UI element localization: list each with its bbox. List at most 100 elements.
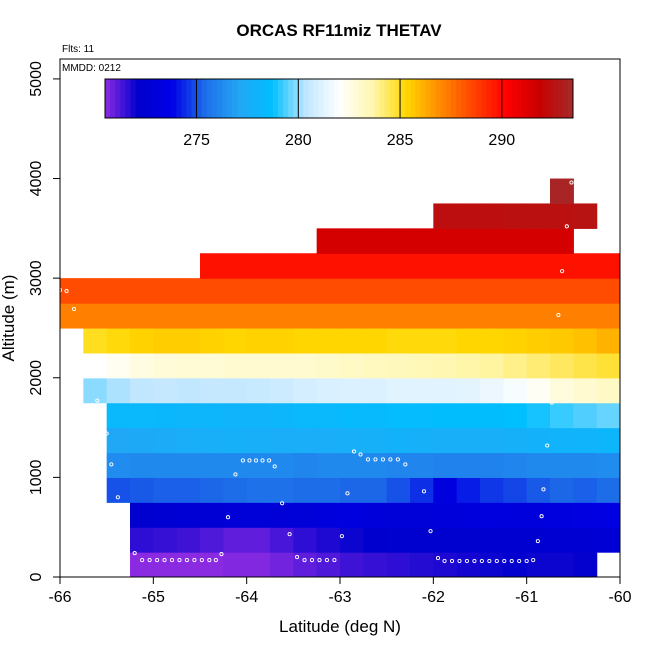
heatmap-cell [410,253,434,279]
x-tick-label: -63 [328,589,351,606]
track-point [84,366,89,371]
heatmap-cell [316,327,341,354]
track-point [545,443,550,448]
heatmap-cell [410,502,434,528]
heatmap-cell [270,477,294,503]
heatmap-cell [433,303,458,329]
heatmap-cell [596,427,620,454]
colorbar-cell [283,79,289,118]
colorbar-cell [105,79,111,118]
heatmap-cell [433,452,458,478]
heatmap-cell [270,452,294,478]
colorbar-cell [394,79,401,118]
heatmap-cell [340,253,364,279]
heatmap-cell [83,327,108,354]
heatmap-cell [293,452,318,478]
heatmap-cell [526,377,551,404]
heatmap-cell [410,228,434,254]
colorbar-cell [537,79,543,118]
heatmap-cell [550,527,574,553]
colorbar-cell [506,79,513,118]
heatmap-cell [340,303,364,329]
heatmap-cell [596,527,620,553]
heatmap-cell [246,527,271,553]
colorbar-tick-label: 285 [387,132,414,149]
heatmap-cell [270,502,294,528]
heatmap-cell [503,278,528,304]
heatmap-cell [433,427,458,454]
heatmap-cell [480,327,504,354]
colorbar-cell [155,79,162,118]
y-tick-label: 3000 [28,260,45,296]
heatmap-cell [153,477,178,503]
heatmap-cell [433,477,458,503]
colorbar-cell [456,79,462,118]
heatmap-cell [480,527,504,553]
track-point [64,289,69,294]
chart-title: ORCAS RF11miz THETAV [236,21,442,40]
colorbar-cell [359,79,365,118]
heatmap-cell [573,427,598,454]
colorbar-cell [532,79,538,118]
heatmap-cell [596,253,620,279]
heatmap-cell [363,402,388,429]
heatmap-cell [573,527,598,553]
colorbar-cell [527,79,533,118]
heatmap-cell [550,278,574,304]
heatmap-cell [410,303,434,329]
heatmap-cell [433,552,458,577]
colorbar-cell [496,79,503,118]
colorbar-cell [206,79,213,118]
track-point [365,457,371,462]
heatmap-cell [526,477,551,503]
heatmap-cell [223,352,248,379]
heatmap-cell [130,377,154,404]
colorbar-cell [303,79,309,118]
track-point [442,559,447,564]
heatmap-cell [363,527,388,553]
heatmap-cell [246,452,271,478]
track-point [472,559,477,564]
heatmap-cell [153,402,178,429]
heatmap-cell [480,427,504,454]
heatmap-cell [456,253,481,279]
heatmap-cell [550,552,574,577]
track-point [192,558,197,563]
heatmap-cell [550,477,574,503]
y-tick-label: 0 [28,572,45,581]
colorbar-cell [344,79,350,118]
heatmap-cell [433,228,458,254]
heatmap-cell [363,377,388,404]
heatmap-cell [130,327,154,354]
track-point [535,539,540,544]
heatmap-cell [410,352,434,379]
heatmap-cell [200,278,224,304]
colorbar-cell [400,79,406,118]
heatmap-cell [176,377,201,404]
heatmap-cell [223,552,248,577]
heatmap-cell [293,427,318,454]
y-tick-label: 5000 [28,61,45,97]
heatmap-cell [596,402,620,429]
heatmap-cell [293,527,318,553]
heatmap-cell [573,552,598,577]
heatmap-cell [363,303,388,329]
heatmap-cell [456,477,481,503]
colorbar-cell [135,79,142,118]
track-point [388,457,393,462]
heatmap-cell [573,452,598,478]
track-point [509,559,514,564]
heatmap-cell [386,352,411,379]
colorbar-tick-label: 275 [183,132,210,149]
heatmap-cell [620,477,644,503]
heatmap-cell [223,527,248,553]
heatmap-cell [596,278,620,304]
heatmap-cell [386,452,411,478]
heatmap-cell [643,278,650,304]
heatmap-cell [433,253,458,279]
colorbar-cell [160,79,167,118]
track-point [479,559,484,564]
heatmap-cell [316,527,341,553]
colorbar-tick-label: 280 [285,132,312,149]
